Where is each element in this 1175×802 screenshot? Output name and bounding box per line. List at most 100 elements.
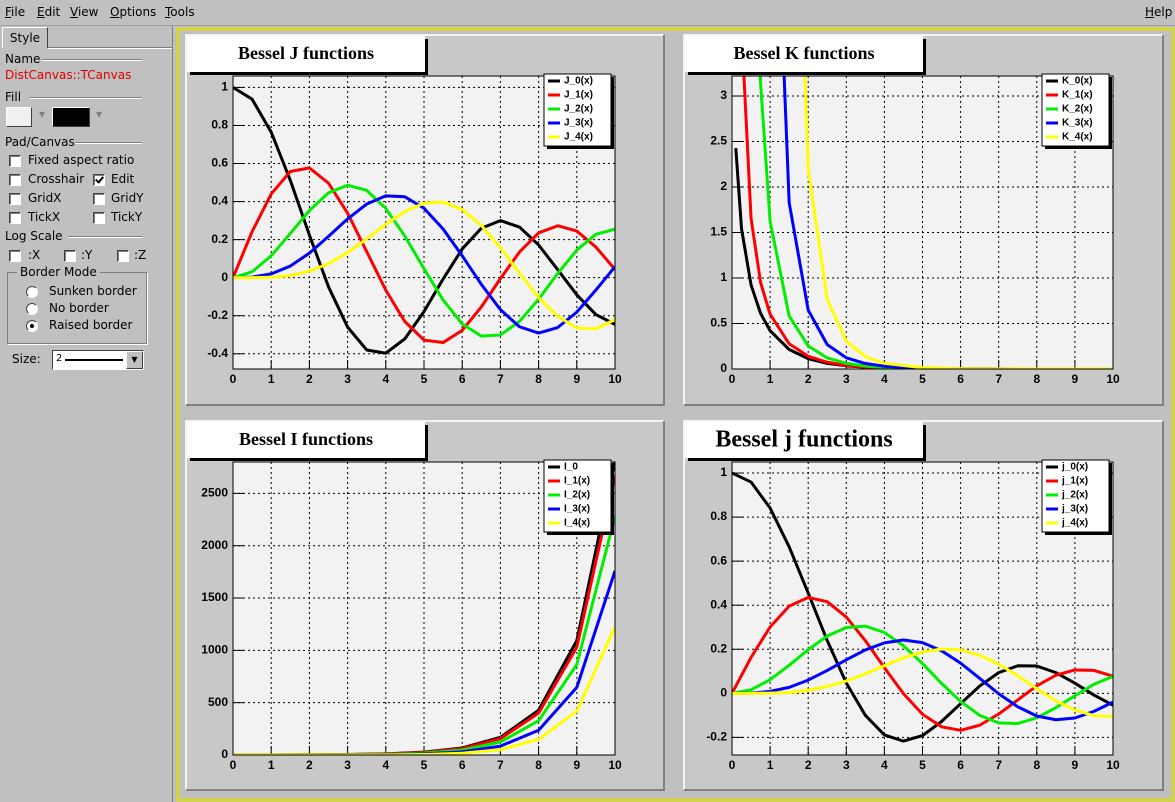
chart-title: Bessel K functions: [733, 43, 874, 63]
x-tick-label: 3: [344, 758, 351, 772]
series-line: [233, 166, 615, 345]
radio[interactable]: [26, 303, 38, 315]
x-tick-label: 7: [497, 758, 504, 772]
y-tick-label: 1000: [201, 643, 228, 657]
checkbox[interactable]: [9, 250, 21, 262]
y-tick-label: -0.2: [207, 308, 228, 322]
size-combo[interactable]: 2 ▼: [52, 350, 144, 370]
menu-item[interactable]: View: [70, 5, 99, 19]
radio[interactable]: [26, 286, 38, 298]
combo-arrow[interactable]: ▼: [126, 351, 143, 369]
y-tick-label: 0.6: [211, 156, 228, 170]
pad-bevel-light: [185, 34, 664, 405]
pad-bevel-dark: [684, 421, 1164, 791]
checkbox[interactable]: [9, 212, 21, 224]
separator: [75, 142, 142, 144]
series-line: [732, 624, 1113, 725]
x-tick-label: 2: [805, 758, 812, 772]
x-tick-label: 2: [306, 758, 313, 772]
checkbox[interactable]: [117, 250, 129, 262]
y-tick-label: 1: [720, 270, 727, 284]
y-tick-label: 0: [221, 270, 228, 284]
checkbox[interactable]: [64, 250, 76, 262]
arrow: ▼: [96, 110, 103, 119]
checkbox[interactable]: [93, 212, 105, 224]
x-tick-label: 6: [957, 372, 964, 386]
legend-label: I_0: [564, 462, 578, 473]
menu-item[interactable]: Help: [1145, 5, 1173, 19]
x-tick-label: 9: [573, 372, 580, 386]
x-tick-label: 8: [1033, 758, 1040, 772]
checkbox[interactable]: [9, 174, 21, 186]
menu-item[interactable]: Tools: [165, 5, 195, 19]
y-tick-label: 0: [221, 747, 228, 761]
legend-label: J_2(x): [564, 104, 593, 115]
legend-label: J_4(x): [564, 132, 593, 143]
x-tick-label: 3: [843, 372, 850, 386]
legend-label: j_2(x): [1061, 490, 1088, 501]
menu-item[interactable]: Edit: [37, 5, 61, 19]
legend-label: I_3(x): [564, 504, 590, 515]
size-value: 2: [56, 353, 63, 364]
x-tick-label: 10: [608, 372, 622, 386]
title-box: [187, 36, 425, 72]
arrow: ▼: [39, 110, 46, 119]
menu-item[interactable]: Options: [110, 5, 157, 19]
checkbox-label: TickX: [28, 210, 61, 224]
y-tick-label: 2: [720, 179, 727, 193]
legend-label: j_4(x): [1061, 518, 1088, 529]
series-group: [233, 86, 615, 355]
series-line: [732, 471, 1113, 743]
x-tick-label: 2: [805, 372, 812, 386]
chart-title: Bessel j functions: [715, 427, 892, 453]
pad-bevel-dark: [684, 35, 1164, 406]
pad-bevel-dark: [186, 35, 665, 406]
plot-frame: [731, 461, 1114, 756]
radio-label: No border: [49, 301, 109, 315]
label: Pad/Canvas: [5, 135, 75, 149]
legend-label: j_1(x): [1061, 476, 1088, 487]
legend-label: I_1(x): [564, 476, 590, 487]
fill-style-button[interactable]: [52, 107, 90, 127]
label: Log Scale: [5, 229, 63, 243]
series-line: [233, 200, 615, 331]
fill-color-button[interactable]: [6, 107, 32, 127]
checkbox-label: TickY: [111, 210, 143, 224]
x-tick-label: 4: [881, 372, 888, 386]
x-tick-label: 5: [421, 372, 428, 386]
x-tick-label: 9: [1072, 758, 1079, 772]
x-tick-label: 9: [573, 758, 580, 772]
y-tick-label: 500: [208, 695, 228, 709]
title-box: [685, 36, 923, 72]
legend-label: j_0(x): [1061, 462, 1088, 473]
pad-bevel-light: [683, 34, 1163, 405]
menu-item[interactable]: File: [5, 5, 26, 19]
x-tick-label: 10: [1106, 372, 1120, 386]
x-tick-label: 6: [459, 372, 466, 386]
checkbox-label: Crosshair: [28, 172, 85, 186]
radio[interactable]: [26, 320, 38, 332]
x-tick-label: 10: [1106, 758, 1120, 772]
checkbox[interactable]: [9, 193, 21, 205]
x-tick-label: 4: [382, 372, 389, 386]
tab[interactable]: Style: [2, 27, 48, 48]
separator: [42, 59, 142, 61]
checkbox[interactable]: [9, 155, 21, 167]
checkbox[interactable]: [93, 174, 105, 186]
x-tick-label: 3: [843, 758, 850, 772]
legend-label: J_1(x): [564, 90, 593, 101]
x-tick-label: 0: [729, 758, 736, 772]
x-tick-label: 7: [995, 372, 1002, 386]
title-box: [187, 422, 425, 458]
pad-bevel-dark: [186, 421, 665, 791]
y-tick-label: -0.4: [207, 346, 228, 360]
y-tick-label: 3: [720, 88, 727, 102]
checkbox-label: :Z: [134, 248, 147, 262]
x-tick-label: 9: [1072, 372, 1079, 386]
separator: [68, 236, 142, 238]
pad: 0 1 2 3 4 5 6 7 8 9 10 -0.4 -0.2 0 0.2 0.4 0.6 0.8 1 J_0(x)…: [185, 34, 665, 406]
checkbox[interactable]: [93, 193, 105, 205]
y-tick-label: 0.2: [710, 641, 727, 655]
checkbox-label: :Y: [81, 248, 93, 262]
